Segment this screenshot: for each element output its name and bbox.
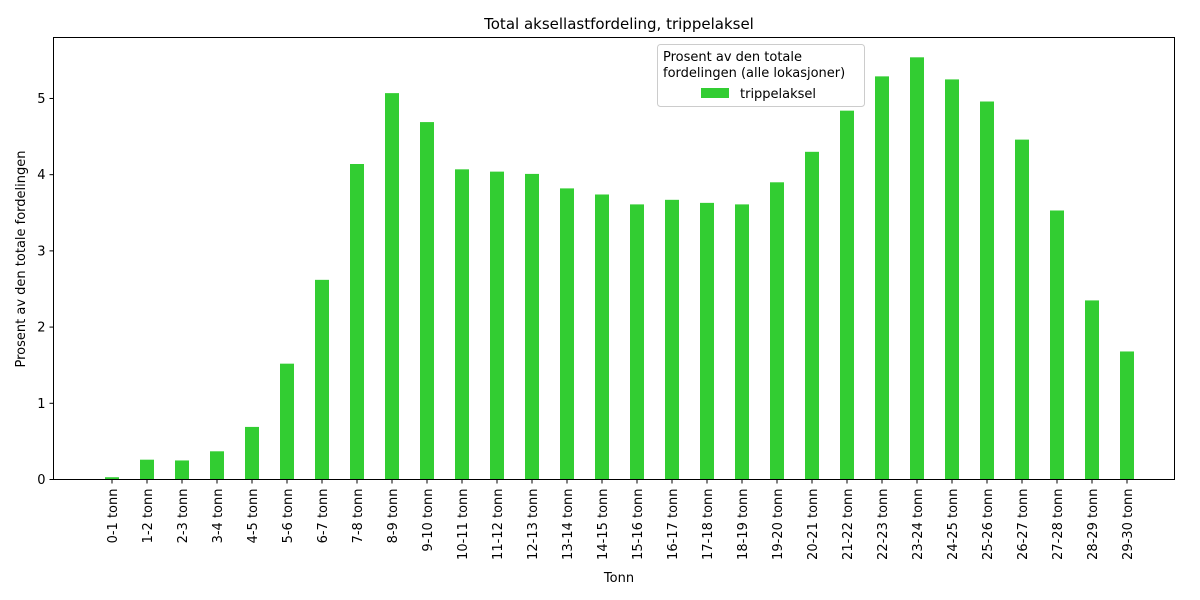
bar-3 <box>175 460 189 480</box>
bar-22 <box>840 110 854 480</box>
y-tick-label: 3 <box>37 244 45 259</box>
bar-29 <box>1085 300 1099 480</box>
x-tick-label: 7-8 tonn <box>351 489 366 544</box>
legend-swatch-trippelaksel <box>701 88 729 98</box>
x-tick-label: 3-4 tonn <box>211 489 226 544</box>
x-tick-label: 4-5 tonn <box>246 489 261 544</box>
x-tick-label: 28-29 tonn <box>1086 489 1101 560</box>
x-tick-label: 0-1 tonn <box>106 489 121 544</box>
x-tick-label: 17-18 tonn <box>701 489 716 560</box>
x-tick-label: 21-22 tonn <box>841 489 856 560</box>
bar-27 <box>1015 139 1029 480</box>
bar-12 <box>490 171 504 480</box>
bar-7 <box>315 279 329 480</box>
legend-label-trippelaksel: trippelaksel <box>740 87 816 102</box>
x-tick-label: 22-23 tonn <box>876 489 891 560</box>
x-tick-label: 12-13 tonn <box>526 489 541 560</box>
bar-14 <box>560 188 574 480</box>
bar-13 <box>525 173 539 480</box>
x-tick-label: 10-11 tonn <box>456 489 471 560</box>
y-tick-label: 2 <box>37 321 45 336</box>
y-axis: 0 1 2 3 4 5 <box>37 92 54 488</box>
x-tick-label: 24-25 tonn <box>946 489 961 560</box>
chart-title: Total aksellastfordeling, trippelaksel <box>483 15 754 33</box>
x-tick-label: 9-10 tonn <box>421 489 436 552</box>
x-tick-label: 29-30 tonn <box>1121 489 1136 560</box>
x-tick-label: 11-12 tonn <box>491 489 506 560</box>
bar-19 <box>735 204 749 480</box>
y-axis-label: Prosent av den totale fordelingen <box>14 151 29 368</box>
x-tick-label: 8-9 tonn <box>386 489 401 544</box>
x-axis-label: Tonn <box>603 571 634 586</box>
bar-30 <box>1120 351 1134 480</box>
x-tick-label: 2-3 tonn <box>176 489 191 544</box>
bars-group <box>105 57 1134 480</box>
bar-15 <box>595 194 609 480</box>
y-tick-label: 0 <box>37 473 45 488</box>
y-tick-label: 5 <box>37 92 45 107</box>
bar-6 <box>280 363 294 480</box>
bar-17 <box>665 199 679 480</box>
plot-frame <box>53 37 1175 480</box>
x-tick-label: 16-17 tonn <box>666 489 681 560</box>
x-tick-label: 15-16 tonn <box>631 489 646 560</box>
x-tick-label: 26-27 tonn <box>1016 489 1031 560</box>
bar-25 <box>945 79 959 480</box>
bar-24 <box>910 57 924 480</box>
bar-8 <box>350 164 364 480</box>
y-tick-label: 1 <box>37 397 45 412</box>
bar-18 <box>700 202 714 480</box>
bar-10 <box>420 122 434 480</box>
bar-28 <box>1050 210 1064 480</box>
bar-23 <box>875 76 889 480</box>
bar-1 <box>105 477 119 480</box>
bar-21 <box>805 151 819 480</box>
x-tick-label: 1-2 tonn <box>141 489 156 544</box>
bar-20 <box>770 182 784 480</box>
x-tick-label: 19-20 tonn <box>771 489 786 560</box>
x-tick-label: 27-28 tonn <box>1051 489 1066 560</box>
legend-title-line-1: Prosent av den totale <box>663 50 802 65</box>
x-tick-label: 5-6 tonn <box>281 489 296 544</box>
bar-26 <box>980 101 994 480</box>
x-tick-label: 20-21 tonn <box>806 489 821 560</box>
x-tick-label: 18-19 tonn <box>736 489 751 560</box>
x-tick-label: 6-7 tonn <box>316 489 331 544</box>
bar-11 <box>455 169 469 480</box>
x-axis: 0-1 tonn 1-2 tonn 2-3 tonn 3-4 tonn 4-5 tonn… <box>106 479 1136 560</box>
x-tick-label: 23-24 tonn <box>911 489 926 560</box>
bar-2 <box>140 459 154 480</box>
x-tick-label: 14-15 tonn <box>596 489 611 560</box>
x-tick-label: 13-14 tonn <box>561 489 576 560</box>
x-tick-label: 25-26 tonn <box>981 489 996 560</box>
legend-title-line-2: fordelingen (alle lokasjoner) <box>663 66 845 81</box>
bar-16 <box>630 204 644 480</box>
bar-5 <box>245 426 259 480</box>
bar-4 <box>210 451 224 480</box>
bar-9 <box>385 93 399 480</box>
y-tick-label: 4 <box>37 168 45 183</box>
legend: Prosent av den totale fordelingen (alle … <box>657 44 865 107</box>
